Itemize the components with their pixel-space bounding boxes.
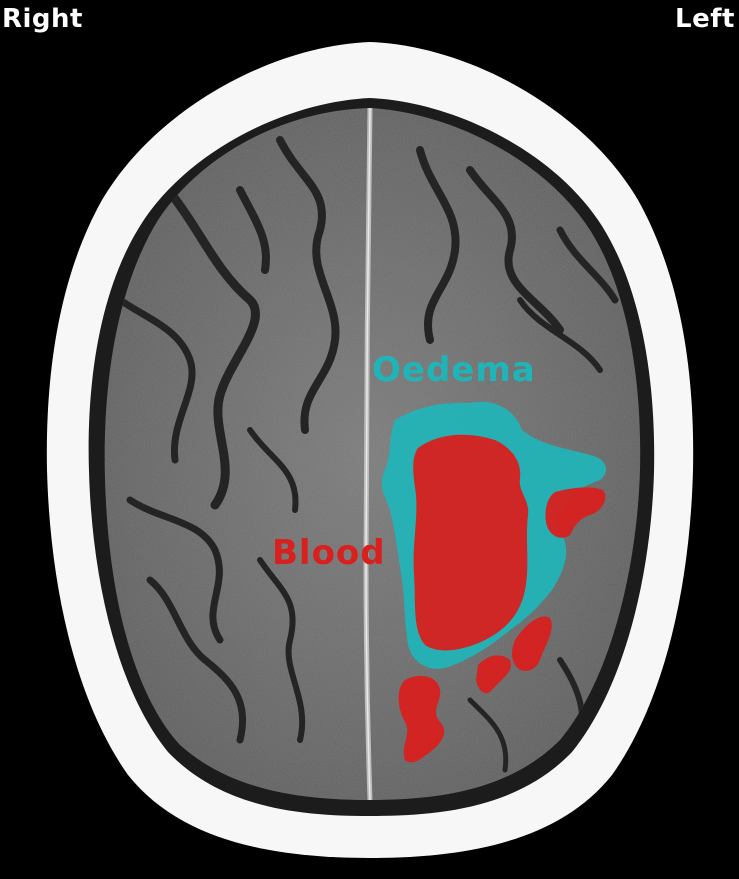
blood-label: Blood — [272, 533, 386, 573]
blood-streak-1 — [476, 655, 511, 694]
blood-streak-2 — [511, 616, 552, 672]
oedema-label: Oedema — [372, 350, 536, 390]
orientation-label-right: Right — [2, 4, 83, 34]
orientation-label-left: Left — [675, 4, 735, 34]
blood-main — [413, 434, 529, 651]
blood-posterior — [398, 675, 445, 763]
blood-lateral — [545, 487, 606, 538]
blood-regions — [398, 434, 606, 763]
